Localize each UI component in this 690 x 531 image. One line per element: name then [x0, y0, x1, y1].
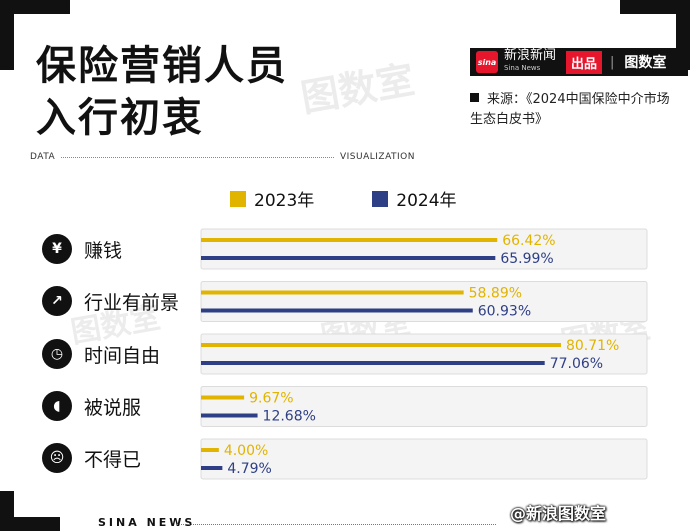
source-text: 来源：《2024中国保险中介市场生态白皮书》: [470, 92, 670, 127]
sina-brand-name: 新浪新闻 Sina News: [504, 48, 557, 74]
data-label: 9.67%: [249, 391, 293, 407]
data-label: 12.68%: [263, 409, 316, 425]
bar-2024: [201, 466, 223, 470]
square-bullet-icon: [470, 93, 479, 102]
bar-2024: [201, 361, 545, 365]
title-line-2: 入行初衷: [36, 95, 204, 141]
bar-2023: [201, 448, 219, 452]
data-label: 60.93%: [478, 304, 531, 320]
head-speaking-icon: ◖: [42, 391, 72, 421]
legend-item-2023: 2023年: [230, 186, 314, 211]
legend-swatch-2023: [230, 190, 246, 207]
brand-divider: |: [610, 54, 615, 70]
category-row-persuaded: ◖ 被说服: [42, 391, 141, 421]
data-label: 77.06%: [550, 356, 603, 372]
bar-2024: [201, 256, 496, 260]
footer: SINA NEWS: [0, 514, 690, 531]
sina-logo-icon: sina: [476, 51, 498, 73]
category-row-money: ¥ 赚钱: [42, 234, 122, 264]
bar-2024: [201, 413, 258, 418]
legend-item-2024: 2024年: [372, 186, 457, 211]
category-row-time: ◷ 时间自由: [42, 339, 160, 369]
bar-2023: [201, 290, 464, 295]
corner-top-left: [0, 0, 14, 70]
bar-track: [200, 228, 648, 270]
data-label: 4.00%: [224, 443, 268, 459]
title-line-1: 保险营销人员: [36, 43, 288, 89]
chart-legend: 2023年 2024年: [230, 186, 515, 211]
data-label: DATA: [30, 152, 56, 162]
category-row-forced: ☹ 不得已: [42, 443, 141, 473]
legend-swatch-2024: [372, 190, 389, 207]
legend-label-2023: 2023年: [254, 191, 315, 211]
data-label: 58.89%: [469, 286, 522, 302]
footer-rule: [176, 524, 496, 525]
page-title: 保险营销人员 入行初衷: [36, 40, 288, 144]
chupin-badge: 出品: [566, 50, 603, 74]
money-bag-icon: ¥: [42, 234, 72, 264]
bar-track: [200, 281, 648, 322]
category-row-prospect: ↗ 行业有前景: [42, 286, 179, 316]
category-label: 被说服: [84, 396, 142, 419]
tushushi-logo: 图数室: [624, 55, 667, 71]
corner-top-right-h: [620, 0, 690, 14]
corner-top-left-h: [0, 0, 70, 14]
bar-2023: [201, 238, 498, 242]
visualization-label: VISUALIZATION: [339, 152, 415, 162]
bar-2023: [201, 343, 561, 347]
data-label: 66.42%: [502, 233, 555, 249]
legend-label-2024: 2024年: [396, 191, 457, 211]
source-note: 来源：《2024中国保险中介市场生态白皮书》: [470, 90, 670, 130]
bar-track: [200, 386, 648, 427]
clock-icon: ◷: [42, 339, 72, 369]
bar-2023: [201, 395, 245, 400]
corner-bottom-left-h: [0, 517, 60, 531]
category-label: 时间自由: [84, 344, 161, 367]
data-visualization-rule: DATA VISUALIZATION: [30, 152, 415, 162]
dotted-rule: [61, 156, 334, 158]
category-label: 赚钱: [84, 239, 123, 262]
sad-face-icon: ☹: [42, 443, 72, 473]
rising-chart-icon: ↗: [42, 286, 72, 316]
bar-2024: [201, 308, 473, 313]
data-label: 80.71%: [566, 338, 619, 354]
sina-name-en: Sina News: [504, 64, 541, 72]
credit-watermark: @新浪图数室: [510, 504, 607, 523]
sina-name: 新浪新闻: [504, 48, 557, 63]
footer-label: SINA NEWS: [98, 516, 196, 529]
brand-bar: sina 新浪新闻 Sina News 出品 | 图数室: [470, 48, 688, 76]
bar-track: [200, 438, 648, 480]
category-label: 行业有前景: [84, 291, 180, 314]
data-label: 65.99%: [500, 251, 553, 267]
data-label: 4.79%: [227, 461, 271, 477]
category-label: 不得已: [84, 448, 142, 471]
